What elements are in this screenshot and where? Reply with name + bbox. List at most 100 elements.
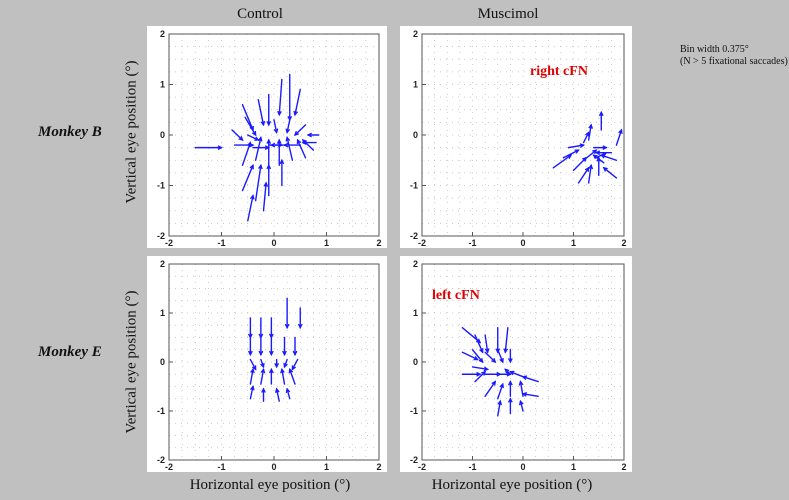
y-tick-label: 1 [413, 80, 418, 90]
vector-arrow [269, 142, 286, 148]
x-tick-label: 0 [520, 238, 525, 248]
vector-arrow [268, 367, 274, 385]
vector-arrow [461, 371, 482, 377]
y-tick-label: 1 [160, 80, 165, 90]
vector-arrow [249, 367, 255, 385]
y-tick-label: 2 [160, 29, 165, 39]
vector-arrow [283, 358, 288, 369]
vector-arrow [507, 397, 513, 415]
vector-arrow [291, 358, 299, 371]
vector-arrow [587, 123, 594, 141]
vector-arrow [497, 399, 503, 417]
vector-arrow [285, 119, 291, 134]
vector-arrow [292, 336, 298, 357]
vector-arrow [276, 138, 282, 167]
panel-label-left-cfn: left cFN [432, 288, 480, 303]
vector-arrow [518, 399, 524, 412]
bin-width-note: Bin width 0.375° [680, 44, 749, 55]
vector-arrow [484, 380, 497, 398]
vector-arrow [521, 375, 539, 383]
x-tick-label: 2 [621, 462, 626, 472]
vector-arrow [471, 366, 490, 372]
vector-arrow [497, 349, 504, 364]
x-tick-label: -2 [418, 238, 426, 248]
vector-arrow [297, 307, 303, 330]
vector-arrow [602, 166, 618, 179]
y-tick-label: -2 [410, 231, 418, 241]
y-tick-label: 0 [160, 130, 165, 140]
vector-arrow [288, 368, 296, 385]
vector-arrow [595, 151, 608, 159]
vector-arrow [521, 392, 539, 398]
y-tick-label: 1 [413, 308, 418, 318]
vector-arrow [562, 149, 580, 159]
y-tick-label: -2 [157, 455, 165, 465]
vector-arrow [495, 326, 501, 354]
vector-arrow [284, 297, 290, 330]
vector-arrow [285, 136, 294, 161]
y-tick-label: -2 [410, 455, 418, 465]
vector-arrow [577, 166, 590, 184]
y-tick-label: 2 [413, 259, 418, 269]
vector-arrow [509, 370, 524, 378]
vector-arrow [484, 351, 497, 363]
vector-arrow [262, 181, 269, 212]
vector-arrow [461, 351, 479, 361]
x-tick-label: -1 [217, 462, 225, 472]
vector-arrow [249, 358, 257, 371]
column-title-control: Control [237, 6, 283, 22]
x-axis-label-control: Horizontal eye position (°) [189, 477, 351, 493]
vector-arrow [615, 128, 623, 146]
vector-arrow [474, 370, 487, 383]
row-label-monkey-b: Monkey B [38, 124, 102, 140]
vector-arrow [266, 163, 272, 197]
vector-arrow [258, 317, 264, 339]
vector-arrow [266, 93, 272, 127]
vector-arrow [552, 154, 573, 169]
x-tick-label: -1 [468, 462, 476, 472]
panel-monkey-b-muscimol: -2 -1 0 1 2 -2 -1 0 1 2 right cFN [400, 26, 632, 248]
x-tick-label: 0 [271, 238, 276, 248]
vector-arrow [247, 194, 255, 222]
panel-monkey-b-control: -2 -1 0 1 2 -2 -1 0 1 2 [147, 26, 387, 248]
vector-arrow [260, 367, 266, 385]
vector-arrow [592, 145, 608, 151]
vector-arrow [261, 387, 266, 402]
x-tick-label: 1 [571, 462, 576, 472]
y-tick-label: 0 [160, 357, 165, 367]
axes-frame [168, 263, 380, 461]
vector-arrow [254, 163, 263, 202]
bin-width-line: Bin width 0.375° [680, 44, 749, 55]
vector-arrow [507, 349, 513, 364]
x-tick-label: 2 [376, 238, 381, 248]
vector-arrow [280, 367, 286, 385]
vector-arrow [279, 158, 285, 187]
vector-arrow [231, 129, 244, 142]
vector-arrow [306, 132, 320, 138]
y-tick-label: 2 [160, 259, 165, 269]
vector-arrow [194, 145, 223, 151]
row-label-monkey-e: Monkey E [38, 344, 102, 360]
vector-arrow [484, 334, 490, 354]
vector-arrow [249, 385, 255, 400]
saccade-count-line: (N > 5 fixational saccades) [680, 56, 788, 67]
panel-monkey-e-control: -2 -1 0 1 2 -2 -1 0 1 2 [147, 256, 387, 472]
x-tick-label: -2 [165, 462, 173, 472]
y-axis-label-bottom: Vertical eye position (°) [123, 290, 140, 434]
vector-arrow [285, 387, 291, 400]
vector-arrow [293, 124, 307, 136]
x-tick-label: 0 [271, 462, 276, 472]
vector-arrow [287, 73, 293, 122]
x-tick-label: 1 [571, 238, 576, 248]
vector-arrow [254, 136, 263, 161]
x-tick-label: -2 [165, 238, 173, 248]
vector-arrow [244, 116, 257, 137]
vector-arrow [471, 349, 484, 364]
vector-arrow [247, 336, 253, 357]
vector-arrow [277, 78, 283, 117]
vector-arrow [503, 326, 509, 354]
quiver-plot: -2 -1 0 1 2 -2 -1 0 1 2 [157, 29, 382, 248]
vector-arrow [241, 103, 254, 132]
x-tick-label: 2 [621, 238, 626, 248]
vector-arrow [260, 358, 265, 369]
